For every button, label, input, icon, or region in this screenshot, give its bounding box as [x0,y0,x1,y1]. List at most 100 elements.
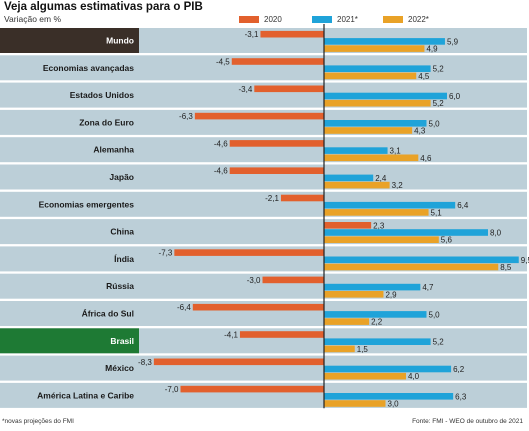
bar-2022-brasil [324,345,355,353]
value-label-2021-brasil: 5,2 [433,338,445,347]
legend-label-2022: 2022* [408,14,429,24]
chart-subtitle: Variação em % [4,14,62,24]
legend-label-2020: 2020 [264,14,282,24]
value-label-2021-africa-do-sul: 5,0 [429,310,441,319]
value-label-2020-economias-emergentes: -2,1 [265,194,279,203]
bar-2022-zona-do-euro [324,127,413,134]
category-label-economias-emergentes: Economias emergentes [39,199,135,209]
legend-label-2021: 2021* [337,14,358,24]
value-label-2021-japao: 2,4 [375,174,387,183]
bar-2022-alemanha [324,154,419,162]
bar-2022-economias-avancadas [324,72,417,80]
bar-2020-russia [262,276,324,284]
bar-2022-china [324,236,439,243]
value-label-2020-africa-do-sul: -6,4 [177,303,191,312]
bar-2020-mundo [260,30,324,38]
value-label-2022-alemanha: 4,6 [420,154,432,163]
bar-2021-africa-do-sul [324,311,427,318]
category-label-japao: Japão [109,172,134,182]
bar-2022-africa-do-sul [324,318,370,325]
value-label-2020-china: 2,3 [373,221,385,230]
value-label-2022-economias-emergentes: 5,1 [431,208,443,217]
bar-2020-china [324,222,372,229]
bar-2022-mexico [324,372,406,380]
bar-2020-japao [229,167,324,174]
bar-2020-economias-avancadas [231,58,324,65]
legend-swatch-2022 [383,15,403,23]
category-label-brasil: Brasil [110,336,134,346]
bar-2021-brasil [324,338,431,345]
bar-2020-estados-unidos [254,85,324,93]
value-label-2021-alemanha: 3,1 [390,147,402,156]
bar-2022-estados-unidos [324,99,431,107]
value-label-2022-america-latina-e-caribe: 3,0 [388,400,400,409]
label-box-brasil [0,328,139,354]
value-label-2020-india: -7,3 [159,249,173,258]
label-box-mundo [0,28,139,53]
bar-2020-zona-do-euro [194,112,324,120]
value-label-2021-mundo: 5,9 [447,37,459,46]
category-label-india: Índia [114,254,134,264]
bar-2021-india [324,256,519,264]
value-label-2022-africa-do-sul: 2,2 [371,318,383,327]
value-label-2021-russia: 4,7 [422,283,434,292]
category-label-zona-do-euro: Zona do Euro [79,117,134,127]
bar-2022-mundo [324,45,425,52]
value-label-2021-economias-emergentes: 6,4 [457,201,469,210]
value-label-2020-zona-do-euro: -6,3 [179,112,193,121]
legend-swatch-2020 [239,15,259,23]
bar-2020-india [174,249,324,256]
category-label-america-latina-e-caribe: América Latina e Caribe [37,390,134,400]
bar-2022-japao [324,181,390,189]
bar-2020-america-latina-e-caribe [180,385,324,393]
bar-2021-mexico [324,365,452,373]
value-label-2022-economias-avancadas: 4,5 [418,72,430,81]
value-label-2020-japao: -4,6 [214,167,228,176]
bar-2021-china [324,229,488,236]
value-label-2020-alemanha: -4,6 [214,139,228,148]
legend-item-2021: 2021* [312,14,358,24]
category-label-russia: Rússia [106,281,134,291]
value-label-2020-brasil: -4,1 [224,331,238,340]
value-label-2021-mexico: 6,2 [453,365,465,374]
bar-2021-russia [324,283,421,291]
bar-2020-alemanha [229,140,324,147]
value-label-2020-mundo: -3,1 [245,30,259,39]
value-label-2020-economias-avancadas: -4,5 [216,58,230,67]
bar-2020-brasil [239,331,324,338]
value-label-2022-mexico: 4,0 [408,372,420,381]
bar-2022-america-latina-e-caribe [324,400,386,407]
bar-2022-economias-emergentes [324,209,429,216]
bar-2021-estados-unidos [324,92,447,100]
value-label-2022-china: 5,6 [441,236,453,245]
bar-2021-alemanha [324,147,388,154]
category-label-economias-avancadas: Economias avançadas [43,63,134,73]
bar-2021-america-latina-e-caribe [324,393,454,400]
bar-2021-economias-emergentes [324,201,456,209]
value-label-2021-zona-do-euro: 5,0 [429,119,441,128]
bar-2021-japao [324,174,374,182]
bar-2020-africa-do-sul [192,303,324,311]
category-label-mundo: Mundo [106,36,134,46]
bar-2021-economias-avancadas [324,65,431,72]
bar-2020-economias-emergentes [280,194,324,202]
footnote: *novas projeções do FMI [2,418,74,425]
value-label-2021-china: 8,0 [490,229,502,238]
chart-title: Veja algumas estimativas para o PIB [4,1,203,13]
category-label-alemanha: Alemanha [93,145,134,155]
value-label-2022-russia: 2,9 [385,290,397,299]
bar-2022-russia [324,291,384,298]
legend-item-2020: 2020 [239,14,282,24]
value-label-2022-brasil: 1,5 [357,345,369,354]
value-label-2020-estados-unidos: -3,4 [239,85,253,94]
value-label-2022-mundo: 4,9 [426,45,438,54]
value-label-2020-mexico: -8,3 [138,358,152,367]
category-label-africa-do-sul: África do Sul [82,309,134,319]
category-label-china: China [110,227,134,237]
value-label-2021-economias-avancadas: 5,2 [433,65,445,74]
bar-2020-mexico [153,358,324,366]
value-label-2022-zona-do-euro: 4,3 [414,127,426,136]
value-label-2022-india: 8,5 [500,263,512,272]
value-label-2020-america-latina-e-caribe: -7,0 [165,385,179,394]
